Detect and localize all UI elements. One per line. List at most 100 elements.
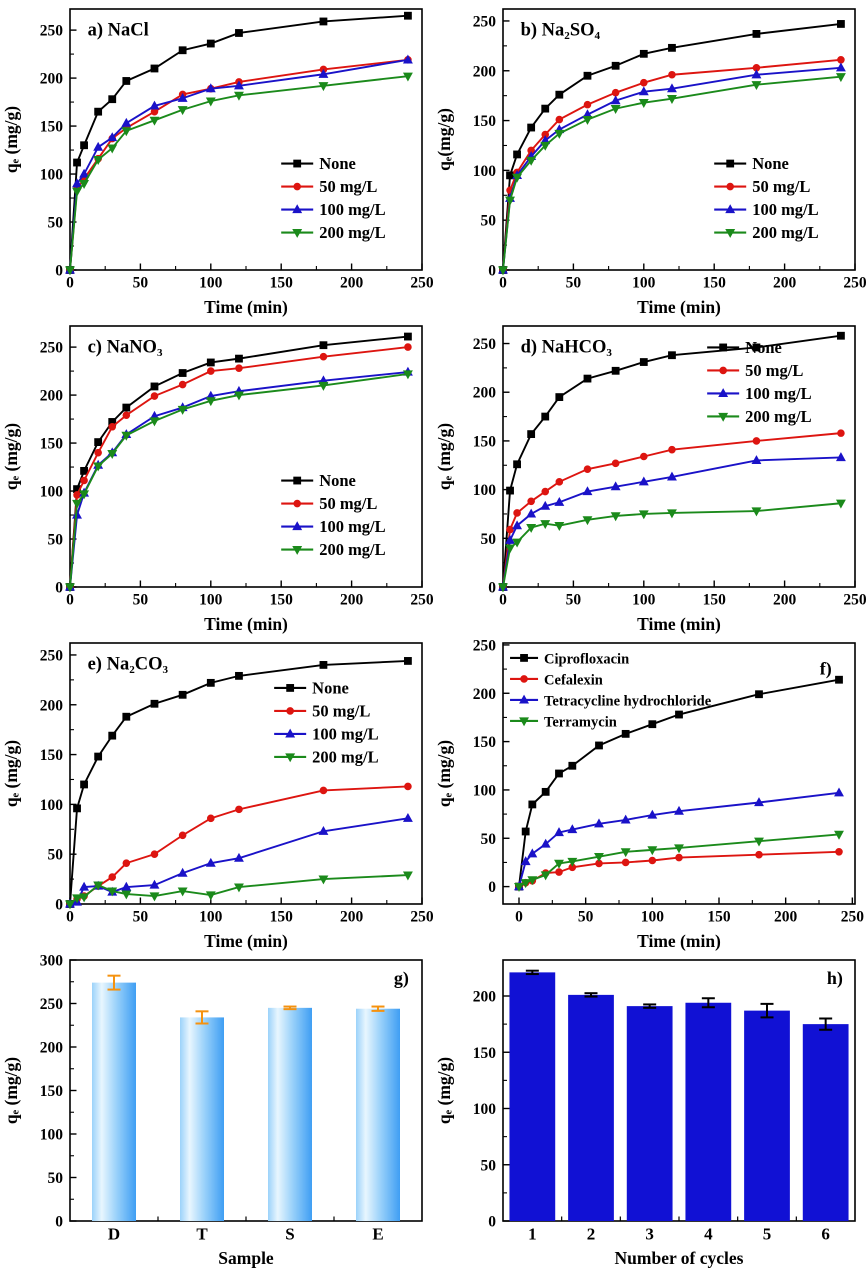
x-tick-label: 100 [199, 592, 223, 609]
tridown-marker [512, 538, 523, 548]
square-marker [150, 699, 159, 708]
y-tick-label: 250 [40, 996, 64, 1013]
tridown-marker [93, 462, 104, 472]
legend-label: Ciprofloxacin [544, 651, 629, 667]
tridown-marker [285, 753, 296, 763]
square-marker [178, 690, 187, 699]
tridown-marker [554, 859, 564, 869]
circle-marker [555, 115, 564, 124]
square-marker [555, 90, 564, 99]
triup-marker [177, 92, 188, 102]
circle-marker [583, 100, 592, 109]
legend-label: None [745, 338, 782, 357]
circle-marker [178, 380, 187, 389]
circle-marker [150, 392, 159, 400]
tridown-marker [725, 228, 736, 238]
circle-marker [640, 452, 648, 461]
legend-label: 100 mg/L [752, 200, 818, 219]
legend-label: 200 mg/L [319, 223, 385, 242]
y-axis-label: qₑ (mg/g) [434, 740, 454, 807]
triup-marker [582, 486, 593, 496]
y-tick-label: 200 [473, 385, 497, 402]
x-tick-label: 50 [133, 275, 149, 292]
triup-marker [402, 54, 413, 64]
square-marker [319, 341, 328, 350]
tridown-marker [718, 412, 729, 422]
tridown-marker [402, 370, 413, 380]
square-marker [541, 104, 550, 113]
square-marker [513, 460, 521, 469]
tridown-marker [751, 81, 762, 91]
triup-marker [638, 476, 649, 486]
y-tick-label: 50 [48, 532, 64, 549]
square-marker [719, 343, 728, 352]
y-tick-label: 50 [48, 847, 64, 864]
square-marker [73, 804, 81, 813]
triup-marker [667, 471, 677, 481]
legend-label: 50 mg/L [752, 177, 810, 196]
legend-label: 200 mg/L [745, 407, 811, 426]
circle-marker [648, 856, 657, 865]
y-tick-label: 250 [40, 23, 64, 40]
tridown-marker [93, 156, 104, 165]
tridown-marker [647, 846, 658, 856]
tridown-marker [835, 73, 846, 83]
bar-2 [568, 994, 614, 1221]
x-category-label: T [196, 1225, 208, 1244]
triup-marker [149, 879, 160, 889]
tridown-marker [498, 266, 508, 276]
tridown-marker [520, 879, 531, 889]
triup-marker [554, 496, 565, 506]
x-axis-label: Time (min) [204, 614, 288, 634]
y-tick-label: 100 [473, 1101, 497, 1118]
triup-marker [647, 809, 658, 819]
legend-label: 50 mg/L [745, 361, 803, 380]
square-marker [286, 684, 295, 692]
tridown-marker [107, 887, 118, 897]
x-axis-label: Time (min) [204, 297, 288, 317]
circle-marker [207, 814, 215, 823]
triup-marker [834, 787, 844, 797]
panel-label: g) [394, 968, 409, 989]
triup-marker [540, 500, 551, 510]
series-line-None [69, 659, 408, 905]
tridown-marker [205, 97, 216, 107]
square-marker [583, 71, 592, 80]
chart-e-na2co3-line-chart: 0 50 100 150 200 250 0 50 100 150 200 250 Time (min)… [1, 642, 433, 951]
circle-marker [506, 525, 514, 534]
x-tick-label: 250 [843, 592, 866, 609]
y-tick-label: 100 [473, 782, 497, 799]
triup-marker [594, 818, 604, 828]
x-axis-label: Time (min) [637, 931, 721, 951]
circle-marker [611, 88, 620, 97]
square-marker [528, 800, 537, 809]
panel-title: a) NaCl [88, 20, 149, 40]
circle-marker [293, 499, 302, 508]
y-tick-label: 100 [473, 482, 497, 499]
triup-marker [205, 83, 216, 93]
tridown-marker [318, 875, 329, 885]
square-marker [639, 358, 648, 366]
circle-marker [513, 509, 521, 517]
square-marker [541, 787, 550, 796]
square-marker [837, 331, 845, 340]
tridown-marker [505, 196, 515, 206]
y-tick-label: 150 [473, 734, 497, 751]
tridown-marker [498, 583, 508, 593]
x-axis-label: Number of cycles [615, 1248, 744, 1268]
legend-label: Terramycin [544, 714, 617, 730]
y-tick-label: 150 [40, 436, 64, 453]
triup-marker [835, 62, 846, 72]
circle-marker [178, 831, 187, 840]
square-marker [621, 729, 630, 738]
tridown-marker [318, 82, 329, 92]
circle-marker [611, 459, 620, 468]
y-tick-label: 200 [40, 71, 64, 88]
triup-marker [285, 728, 296, 738]
y-tick-label: 50 [48, 1170, 64, 1187]
triup-marker [107, 132, 118, 142]
triup-marker [638, 86, 649, 96]
square-marker [404, 332, 412, 341]
triup-marker [234, 80, 244, 90]
y-axis-label: qₑ (mg/g) [1, 740, 21, 807]
